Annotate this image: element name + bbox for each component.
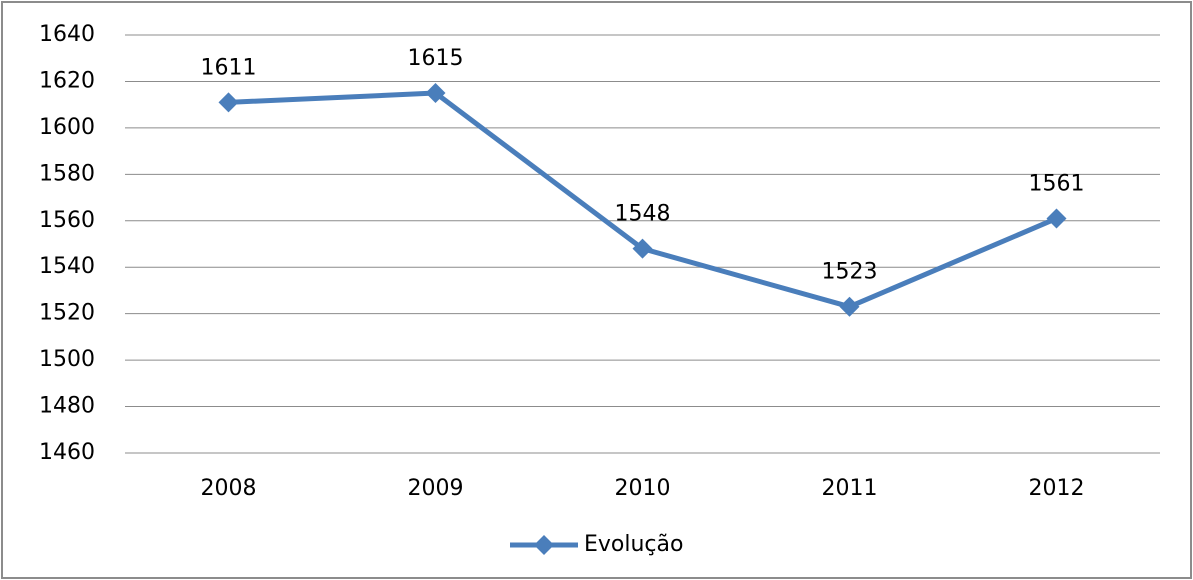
marker	[632, 238, 653, 259]
marker	[839, 296, 860, 317]
x-tick-label: 2008	[201, 476, 257, 501]
y-tick-label: 1480	[39, 394, 95, 419]
data-label: 1523	[822, 260, 878, 285]
x-tick-label: 2009	[408, 476, 464, 501]
y-tick-label: 1620	[39, 68, 95, 93]
data-label: 1615	[408, 46, 464, 71]
y-tick-label: 1460	[39, 440, 95, 465]
data-label: 1561	[1029, 171, 1085, 196]
x-tick-label: 2012	[1029, 476, 1085, 501]
y-tick-label: 1500	[39, 347, 95, 372]
y-tick-label: 1560	[39, 208, 95, 233]
y-tick-label: 1520	[39, 301, 95, 326]
data-label: 1548	[615, 202, 671, 227]
marker	[218, 92, 239, 113]
y-tick-label: 1580	[39, 161, 95, 186]
data-label: 1611	[201, 55, 257, 80]
legend-marker	[534, 535, 554, 555]
legend-label: Evolução	[584, 532, 683, 557]
x-tick-label: 2011	[822, 476, 878, 501]
marker	[1046, 208, 1067, 229]
y-tick-label: 1540	[39, 254, 95, 279]
y-tick-label: 1600	[39, 115, 95, 140]
y-tick-label: 1640	[39, 22, 95, 47]
marker	[425, 83, 446, 104]
x-tick-label: 2010	[615, 476, 671, 501]
